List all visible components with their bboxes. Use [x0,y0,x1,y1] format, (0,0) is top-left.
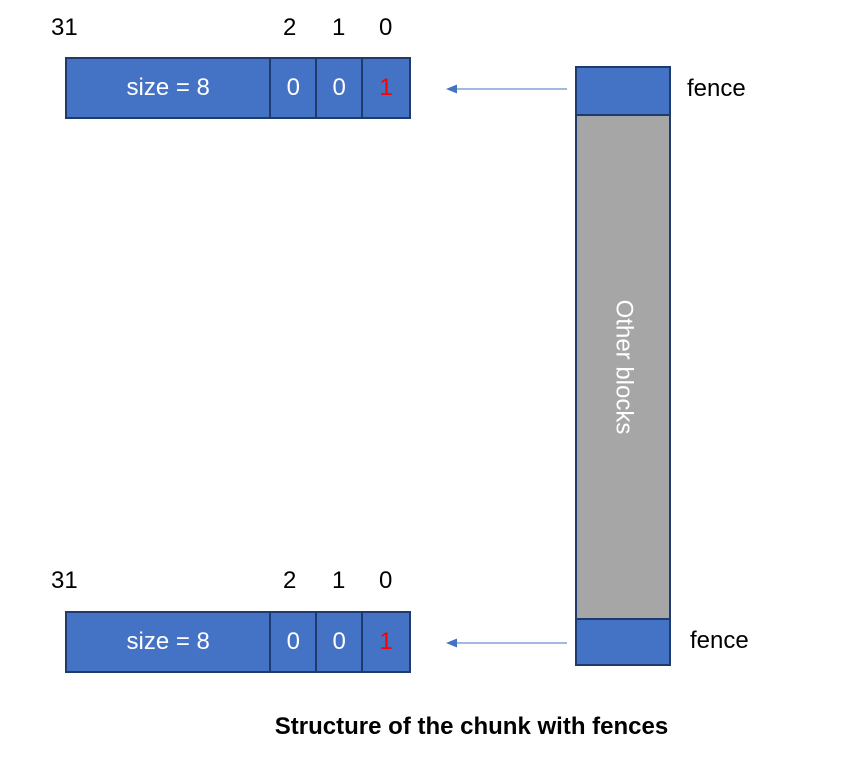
top-bit-1-value: 0 [317,59,364,117]
bottom-bit-1-value: 0 [317,613,364,671]
diagram-caption: Structure of the chunk with fences [274,713,669,740]
top-size-field: size = 8 [67,59,272,117]
bottom-arrow [446,638,567,648]
other-blocks-label: Other blocks [610,299,637,435]
bottom-bit-31-label: 31 [51,567,78,594]
bottom-bit-2-label: 2 [283,567,297,594]
top-bit-2-label: 2 [283,14,297,41]
top-arrow [446,84,567,94]
bottom-size-field: size = 8 [67,613,272,671]
bottom-bit-0-label: 0 [379,567,393,594]
other-blocks-region: Other blocks [575,114,671,620]
bottom-bit-0-value: 1 [379,628,393,655]
top-bit-2-value: 0 [271,59,318,117]
bottom-fence-label: fence [690,627,749,654]
top-bit-31-label: 31 [51,14,78,41]
top-fence-block [575,66,671,116]
bottom-fence-block [575,618,671,666]
bottom-header-word: size = 8 0 0 1 [65,611,411,673]
bottom-bit-2-value: 0 [271,613,318,671]
top-fence-label: fence [687,75,746,102]
top-bit-0-label: 0 [379,14,393,41]
top-header-word: size = 8 0 0 1 [65,57,411,119]
bottom-bit-1-label: 1 [332,567,346,594]
top-bit-0-value: 1 [379,74,393,101]
top-bit-1-label: 1 [332,14,346,41]
